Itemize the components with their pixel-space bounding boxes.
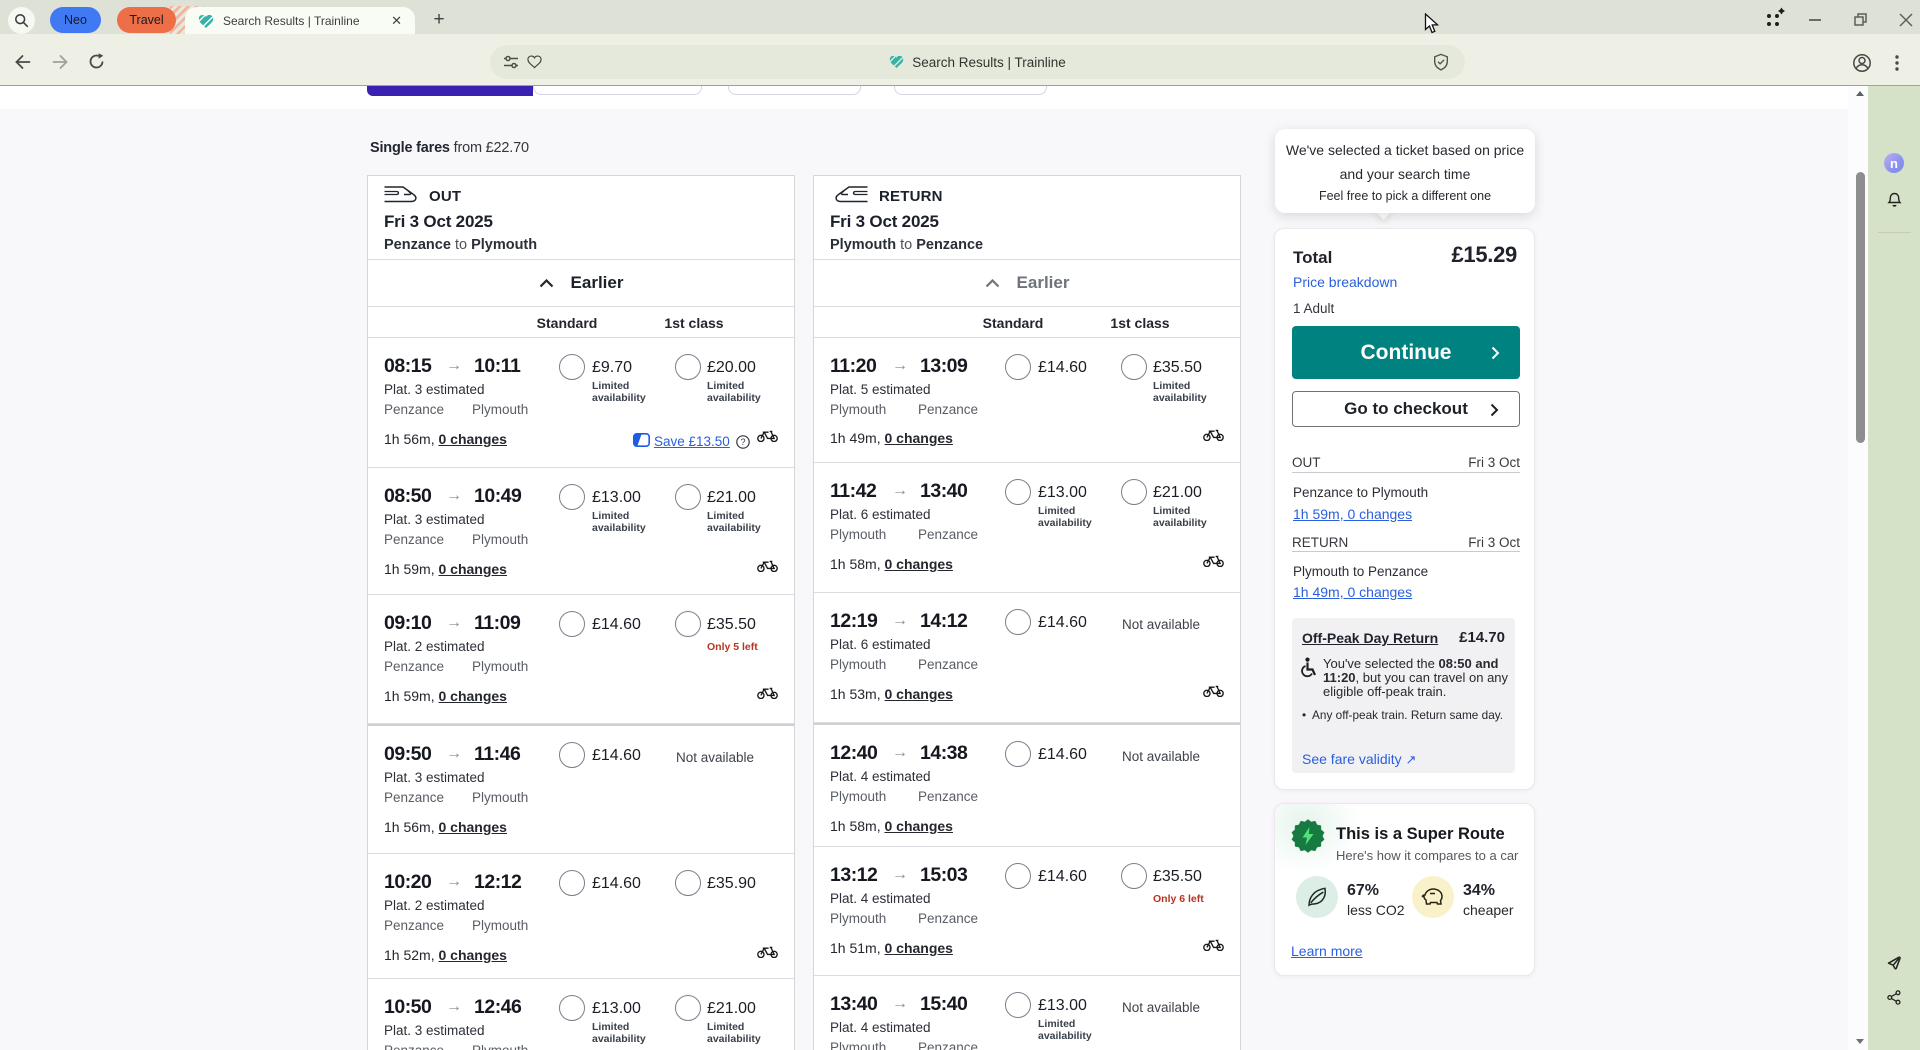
svg-text:?: ?: [740, 437, 745, 447]
